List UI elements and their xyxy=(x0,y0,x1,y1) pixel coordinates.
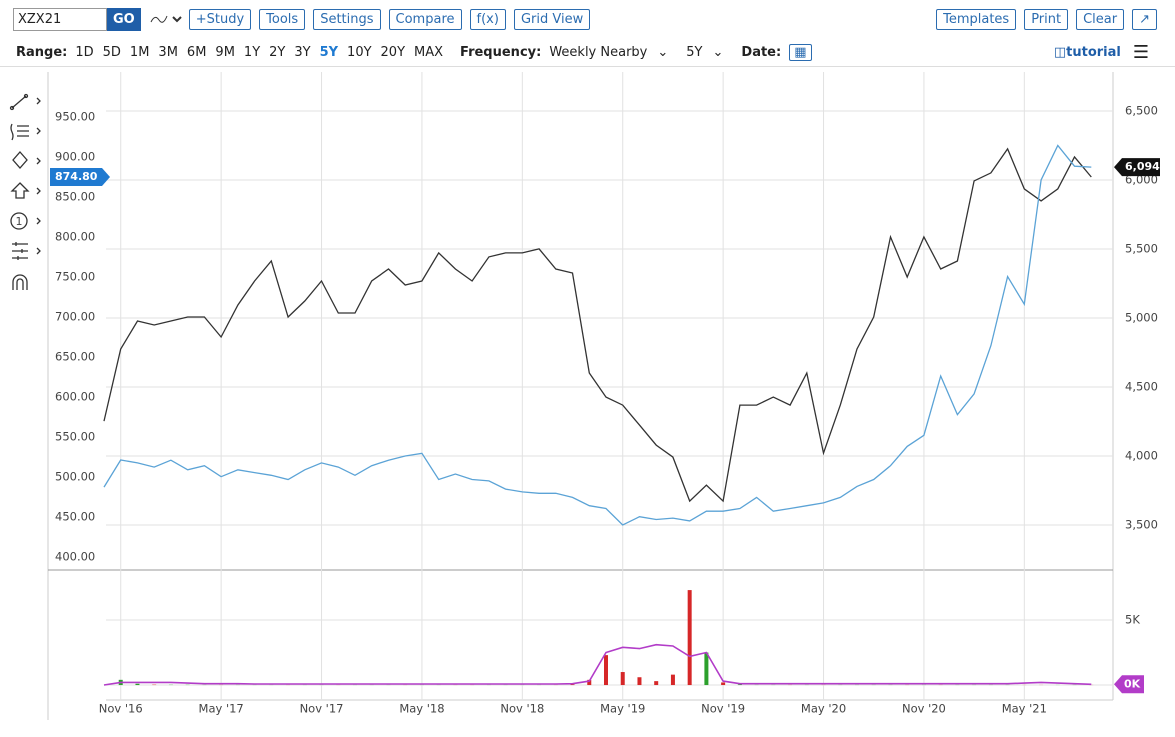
chevron[interactable]: ⌄ xyxy=(657,44,669,60)
y-tick-label: 850.00 xyxy=(55,189,95,203)
volume-bar xyxy=(654,681,659,686)
frequency-select[interactable]: Weekly Nearby xyxy=(549,44,648,60)
x-tick-label: May '19 xyxy=(600,702,645,716)
range-option[interactable]: 3Y xyxy=(294,44,311,60)
open-interest-line xyxy=(103,643,1092,686)
range-option[interactable]: 1M xyxy=(129,44,150,60)
y-tick-label: 450.00 xyxy=(55,510,95,524)
y-tick-label: 750.00 xyxy=(55,269,95,283)
range-option[interactable]: 20Y xyxy=(380,44,406,60)
volume-bar xyxy=(604,655,608,686)
action-button[interactable]: Clear xyxy=(1076,8,1125,30)
y2-tick-label: 4,000 xyxy=(1125,449,1158,463)
y-tick-label: 550.00 xyxy=(55,430,95,444)
symbol-input[interactable]: XZX21 xyxy=(13,7,107,31)
date-label: Date: xyxy=(741,44,782,60)
range-bar: Range: 1D 5D 1M 3M 6M 9M 1Y 2Y 3Y 5Y 10Y 20Y MAX Fre… xyxy=(0,38,1175,67)
x-tick-label: May '18 xyxy=(399,702,444,716)
range-option[interactable]: 3M xyxy=(158,44,178,60)
y-tick-label: 650.00 xyxy=(55,350,95,364)
period-select[interactable]: 5Y xyxy=(686,44,703,60)
tool-button[interactable]: f(x) xyxy=(469,8,506,30)
y-tick-label: 950.00 xyxy=(55,109,95,123)
tool-buttons: +Study Tools Settings Compare f(x) Grid View xyxy=(188,8,598,30)
chevron[interactable]: ⌄ xyxy=(712,44,724,60)
volume-bar xyxy=(620,672,625,686)
svg-text:1: 1 xyxy=(16,215,23,228)
y-tick-label: 500.00 xyxy=(55,470,95,484)
range-option[interactable]: 10Y xyxy=(347,44,372,60)
y-tick-label: 900.00 xyxy=(55,149,95,163)
volume-bar xyxy=(704,652,709,686)
y2-tick-label: 6,500 xyxy=(1125,104,1158,118)
action-button[interactable]: Print xyxy=(1024,8,1069,30)
calendar-button[interactable]: ▦ xyxy=(789,43,812,61)
go-button[interactable]: GO xyxy=(107,7,141,31)
toolbar: XZX21 GO +Study Tools Settings Compare f(x) G… xyxy=(0,6,1175,32)
y2-tick-label: 4,500 xyxy=(1125,380,1158,394)
last-value-badge xyxy=(1114,158,1160,177)
tool-button[interactable]: Compare xyxy=(388,8,462,30)
volume-bar xyxy=(637,677,642,686)
volume-bar xyxy=(670,674,675,686)
last-value-label: 0K xyxy=(1124,677,1141,690)
x-tick-label: May '17 xyxy=(199,702,244,716)
y2-tick-label: 5,500 xyxy=(1125,242,1158,256)
y2-tick-label: 3,500 xyxy=(1125,518,1158,532)
drawing-tools[interactable]: 1 xyxy=(9,93,41,291)
range-options: 1D 5D 1M 3M 6M 9M 1Y 2Y 3Y 5Y 10Y 20Y MAX xyxy=(75,45,452,60)
x-tick-label: Nov '20 xyxy=(902,702,946,716)
volume-bar xyxy=(687,590,692,686)
tool-button[interactable]: +Study xyxy=(188,8,252,30)
volume-bar xyxy=(570,684,575,686)
x-tick-label: Nov '19 xyxy=(701,702,745,716)
y-tick-label: 700.00 xyxy=(55,309,95,323)
range-option[interactable]: 6M xyxy=(186,44,207,60)
frequency-label: Frequency: xyxy=(460,44,542,60)
range-option[interactable]: 1D xyxy=(75,44,94,60)
volume-bar xyxy=(135,683,140,686)
action-button[interactable]: Templates xyxy=(936,8,1017,30)
x-tick-label: May '21 xyxy=(1002,702,1047,716)
last-value-label: 874.80 xyxy=(55,170,98,183)
y-tick-label: 400.00 xyxy=(55,550,95,564)
chart-type-button[interactable] xyxy=(149,9,189,29)
y2-tick-label: 5,000 xyxy=(1125,311,1158,325)
y-tick-label: 800.00 xyxy=(55,229,95,243)
volume-bar xyxy=(587,679,592,686)
range-option[interactable]: 5Y xyxy=(319,44,339,60)
tutorial-text[interactable]: tutorial xyxy=(1066,44,1121,60)
volume-bar xyxy=(721,682,726,686)
y-tick-label: 600.00 xyxy=(55,390,95,404)
x-tick-label: Nov '17 xyxy=(300,702,344,716)
tool-button[interactable]: Settings xyxy=(313,8,381,30)
range-option[interactable]: 1Y xyxy=(243,44,261,60)
range-option[interactable]: 9M xyxy=(215,44,235,60)
x-tick-label: Nov '16 xyxy=(99,702,143,716)
tutorial-link[interactable]: ◫tutorial xyxy=(1053,44,1121,60)
range-option[interactable]: 2Y xyxy=(269,44,286,60)
range-option[interactable]: 5D xyxy=(102,44,121,60)
last-value-badge xyxy=(1114,675,1144,694)
last-value-badge xyxy=(50,168,110,187)
range-option[interactable]: MAX xyxy=(414,44,444,60)
x-tick-label: Nov '18 xyxy=(500,702,544,716)
right-buttons: Templates Print Clear xyxy=(936,8,1132,30)
expand-button[interactable]: ↗ xyxy=(1132,8,1157,30)
price-line xyxy=(103,147,1092,503)
menu-button[interactable]: ☰ xyxy=(1132,41,1149,63)
volume-bar xyxy=(737,684,742,686)
price-line xyxy=(103,144,1092,526)
x-tick-label: May '20 xyxy=(801,702,846,716)
tool-button[interactable]: Grid View xyxy=(513,8,591,30)
volume-tick-label: 5K xyxy=(1125,613,1140,627)
tool-button[interactable]: Tools xyxy=(259,8,306,30)
last-value-label: 6,094 xyxy=(1125,160,1160,173)
range-label: Range: xyxy=(16,44,68,60)
